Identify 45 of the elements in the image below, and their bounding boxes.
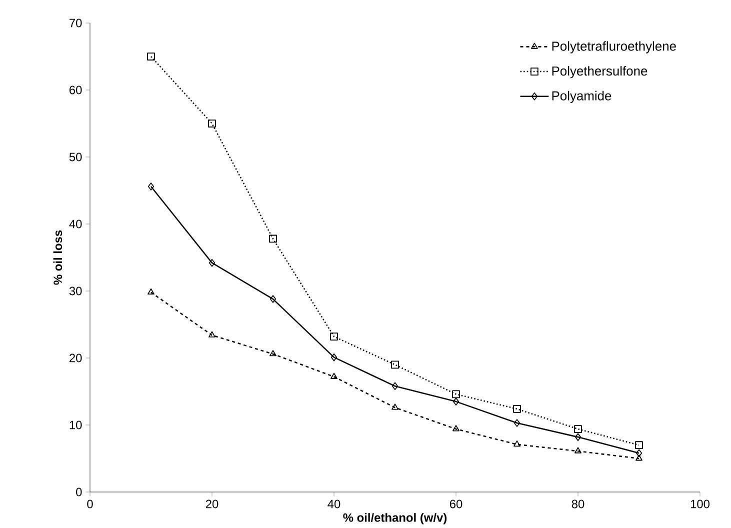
point — [148, 182, 154, 191]
point — [330, 354, 338, 362]
legend-label: Polyethersulfone — [552, 66, 648, 78]
y-tick-label: 70 — [70, 18, 82, 28]
y-axis-title: % oil loss — [53, 230, 62, 285]
point — [330, 373, 338, 380]
point — [330, 332, 338, 341]
point — [148, 288, 154, 295]
point — [452, 425, 460, 432]
x-axis-title: % oil/ethanol (w/v) — [343, 513, 447, 524]
x-tick-label: 80 — [572, 500, 584, 508]
point — [452, 390, 460, 398]
point — [574, 425, 582, 434]
point — [574, 447, 582, 454]
point — [269, 235, 277, 243]
legend-label: Polytetrafluroethylene — [552, 41, 676, 54]
point — [147, 52, 155, 61]
point — [392, 382, 398, 390]
x-tick-label: 20 — [206, 500, 218, 508]
point — [513, 405, 521, 414]
point — [392, 404, 398, 410]
x-tick-label: 40 — [328, 500, 340, 508]
y-tick-label: 20 — [70, 354, 82, 362]
y-tick-label: 30 — [69, 286, 82, 296]
point — [391, 360, 399, 369]
y-tick-label: 0 — [76, 488, 82, 496]
point — [208, 120, 216, 128]
point — [574, 433, 582, 442]
point — [636, 449, 642, 458]
legend-label: Polyamide — [552, 91, 612, 104]
point — [514, 440, 520, 447]
y-tick-label: 50 — [69, 152, 82, 162]
point — [452, 398, 460, 406]
x-tick-label: 0 — [87, 500, 93, 508]
point — [270, 295, 276, 304]
point — [208, 259, 216, 268]
point — [270, 350, 276, 356]
point — [208, 332, 216, 338]
y-tick-label: 60 — [70, 86, 82, 94]
point — [635, 441, 643, 450]
x-tick-label: 100 — [690, 500, 710, 508]
x-tick-label: 60 — [450, 500, 462, 508]
y-tick-label: 10 — [70, 420, 82, 430]
y-tick-label: 40 — [69, 220, 82, 228]
point — [514, 419, 520, 428]
